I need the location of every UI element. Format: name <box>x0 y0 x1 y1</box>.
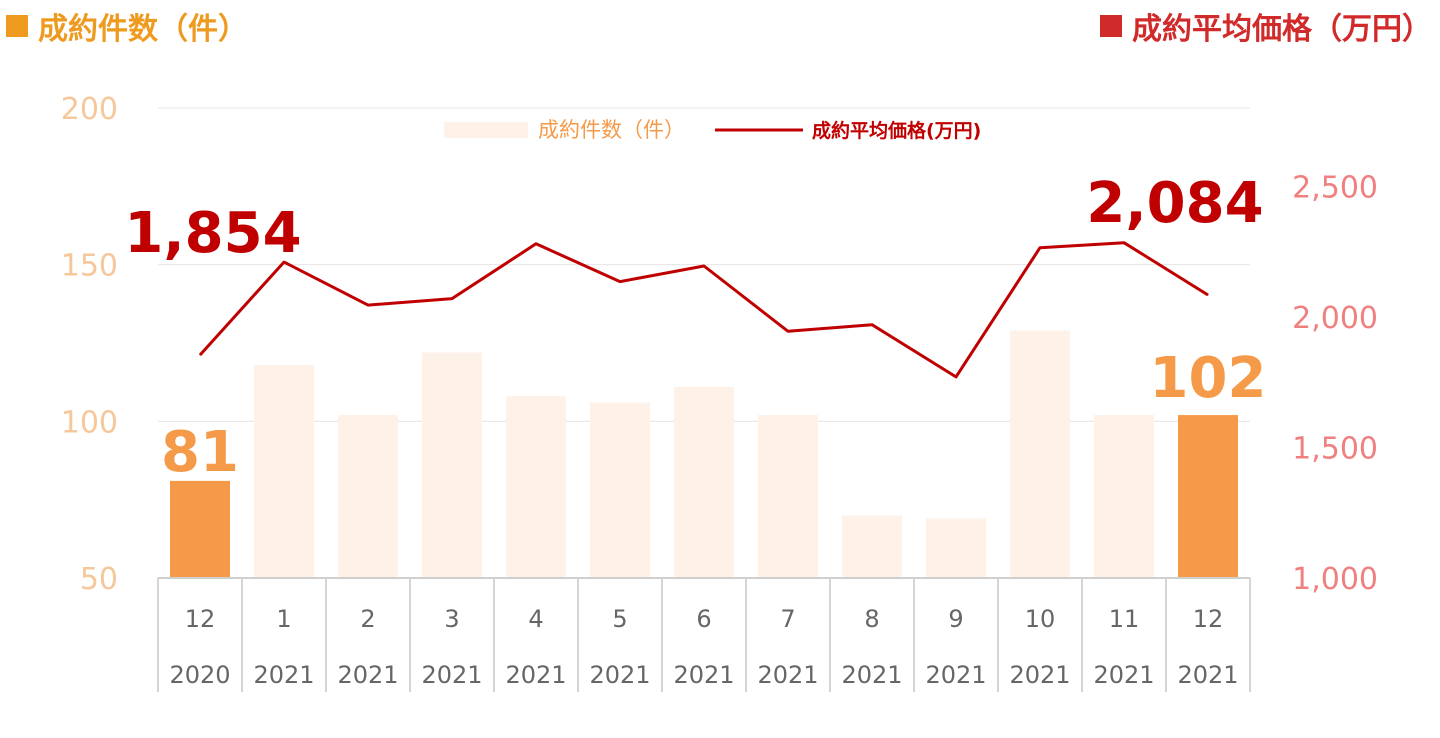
price-line-point <box>283 261 285 263</box>
x-year-label: 2021 <box>589 661 650 689</box>
orange-square-icon <box>6 15 28 37</box>
x-month-label: 12 <box>185 605 216 633</box>
line-series-header: 成約平均価格（万円） <box>1100 4 1432 48</box>
legend-line-label: 成約平均価格(万円) <box>812 119 981 142</box>
left-axis-tick-label: 50 <box>80 562 118 597</box>
price-line-point <box>787 330 789 332</box>
price-line-point <box>703 265 705 267</box>
bar <box>506 396 566 578</box>
x-month-label: 12 <box>1193 605 1224 633</box>
price-line-point <box>619 281 621 283</box>
bar <box>1094 415 1154 578</box>
bar-highlighted <box>170 480 230 578</box>
bar-highlighted <box>1178 415 1238 578</box>
x-month-label: 9 <box>948 605 963 633</box>
bar <box>590 402 650 578</box>
bar <box>422 352 482 578</box>
x-year-label: 2021 <box>757 661 818 689</box>
x-year-label: 2021 <box>1177 661 1238 689</box>
x-month-label: 10 <box>1025 605 1056 633</box>
x-year-label: 2021 <box>1009 661 1070 689</box>
bar <box>1010 330 1070 578</box>
price-line-point <box>451 298 453 300</box>
x-month-label: 1 <box>276 605 291 633</box>
price-line-point <box>871 324 873 326</box>
x-year-label: 2021 <box>925 661 986 689</box>
x-year-label: 2021 <box>421 661 482 689</box>
x-year-label: 2021 <box>253 661 314 689</box>
bar <box>842 515 902 578</box>
x-month-label: 4 <box>528 605 543 633</box>
line-data-label-last: 2,084 <box>1086 171 1263 236</box>
line-data-label-first: 1,854 <box>124 201 301 266</box>
bar <box>758 415 818 578</box>
bar-data-label-first: 81 <box>161 420 239 485</box>
bar-series-header: 成約件数（件） <box>6 4 248 48</box>
right-axis-tick-label: 1,500 <box>1292 431 1378 466</box>
legend-bar-swatch <box>444 122 528 138</box>
x-month-label: 2 <box>360 605 375 633</box>
x-year-label: 2021 <box>337 661 398 689</box>
x-year-label: 2021 <box>1093 661 1154 689</box>
bar-data-label-last: 102 <box>1150 346 1267 411</box>
price-line-point <box>367 304 369 306</box>
left-axis-tick-label: 200 <box>61 92 118 127</box>
legend-bar-label: 成約件数（件） <box>538 118 685 142</box>
x-month-label: 5 <box>612 605 627 633</box>
x-month-label: 11 <box>1109 605 1140 633</box>
left-axis-tick-label: 150 <box>61 249 118 284</box>
price-line-point <box>955 376 957 378</box>
price-line-point <box>1039 247 1041 249</box>
price-line-point <box>199 354 201 356</box>
x-year-label: 2021 <box>841 661 902 689</box>
bar <box>674 386 734 578</box>
x-year-label: 2021 <box>673 661 734 689</box>
price-line-point <box>1207 294 1209 296</box>
price-line-point <box>1123 242 1125 244</box>
left-axis-tick-label: 100 <box>61 405 118 440</box>
right-axis-tick-label: 1,000 <box>1292 562 1378 597</box>
bar <box>254 364 314 578</box>
red-square-icon <box>1100 15 1122 37</box>
bar-series-header-label: 成約件数（件） <box>38 12 248 47</box>
x-year-label: 2020 <box>169 661 230 689</box>
right-axis-tick-label: 2,000 <box>1292 301 1378 336</box>
x-year-label: 2021 <box>505 661 566 689</box>
price-line-point <box>535 243 537 245</box>
bar <box>926 518 986 578</box>
x-month-label: 3 <box>444 605 459 633</box>
line-series-header-label: 成約平均価格（万円） <box>1132 12 1432 47</box>
x-month-label: 8 <box>864 605 879 633</box>
x-month-label: 6 <box>696 605 711 633</box>
bar <box>338 415 398 578</box>
right-axis-tick-label: 2,500 <box>1292 170 1378 205</box>
x-month-label: 7 <box>780 605 795 633</box>
